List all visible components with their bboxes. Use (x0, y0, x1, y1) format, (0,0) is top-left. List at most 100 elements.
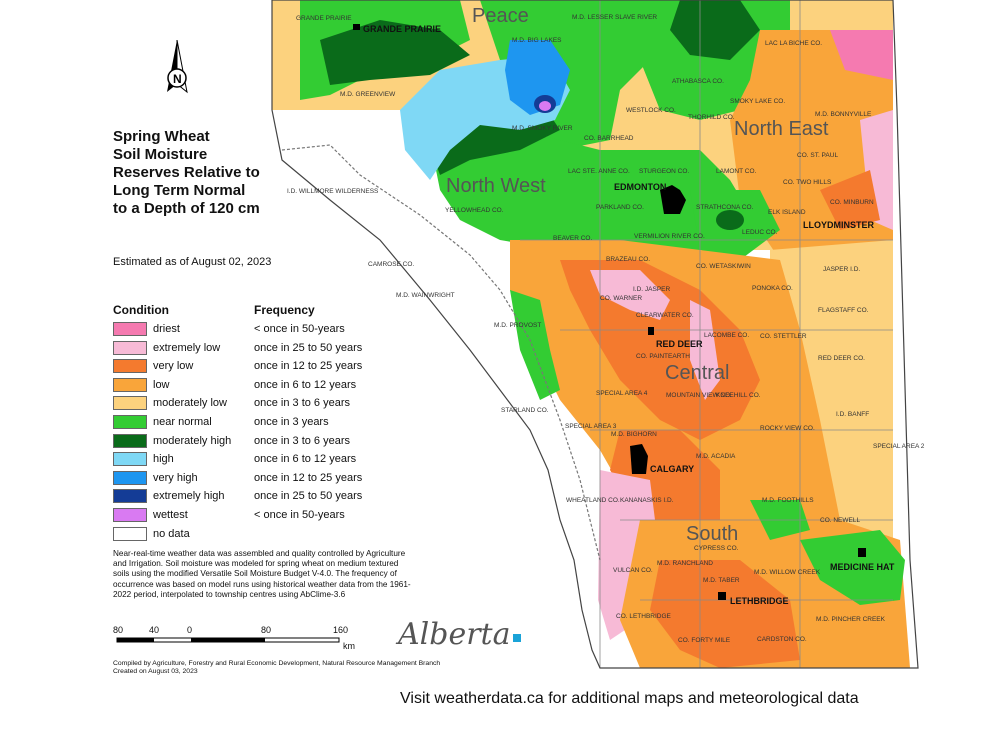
legend-swatch (113, 433, 147, 448)
place-label: LEDUC CO. (742, 229, 778, 236)
place-label: KNEEHILL CO. (716, 392, 761, 399)
place-label: ELK ISLAND (768, 209, 806, 216)
place-label: CLEARWATER CO. (636, 312, 694, 319)
methodology-note: Near-real-time weather data was assemble… (113, 549, 411, 599)
place-label: BEAVER CO. (553, 235, 592, 242)
city-label-calgary: CALGARY (650, 464, 694, 474)
place-label: SPECIAL AREA 3 (565, 423, 617, 430)
place-label: LACOMBE CO. (704, 332, 749, 339)
place-label: M.D. BONNYVILLE (815, 111, 872, 118)
place-label: RED DEER CO. (818, 355, 865, 362)
place-label: STURGEON CO. (639, 168, 689, 175)
estimated-date: Estimated as of August 02, 2023 (113, 256, 272, 268)
visit-link[interactable]: Visit weatherdata.ca for additional maps… (400, 690, 859, 707)
city-markers (353, 24, 866, 600)
legend-swatch (113, 452, 147, 467)
title-line: Soil Moisture (113, 146, 208, 163)
place-label: M.D. RANCHLAND (657, 560, 713, 567)
place-label: M.D. TABER (703, 577, 740, 584)
place-label: WESTLOCK CO. (626, 107, 676, 114)
legend-frequency: < once in 50-years (254, 323, 345, 335)
scale-bar: 80 40 0 80 160 km (113, 625, 355, 651)
place-label: CO. STETTLER (760, 333, 807, 340)
legend-condition-header: Condition (113, 303, 169, 317)
legend-frequency: < once in 50-years (254, 508, 345, 521)
legend-condition: low (153, 378, 170, 391)
alberta-logo: Alberta (398, 617, 521, 652)
legend-condition: very low (153, 360, 194, 373)
place-label: M.D. BIG LAKES (512, 37, 562, 44)
alberta-logo-text: Alberta (398, 617, 511, 652)
place-label: CO. LETHBRIDGE (616, 613, 672, 620)
place-label: CO. MINBURN (830, 199, 874, 206)
place-label: JASPER I.D. (823, 266, 860, 273)
legend-swatch (113, 489, 147, 504)
place-label: CO. WETASKIWIN (696, 263, 751, 270)
legend-condition: driest (153, 323, 180, 335)
place-label: M.D. FOOTHILLS (762, 497, 814, 504)
place-label: LAC LA BICHE CO. (765, 40, 822, 47)
place-label: SPECIAL AREA 2 (873, 443, 925, 450)
region-label-peace: Peace (472, 5, 529, 27)
place-label: M.D. LESSER SLAVE RIVER (572, 14, 657, 21)
place-label: ATHABASCA CO. (672, 78, 724, 85)
legend-condition: extremely low (153, 341, 221, 354)
place-label: I.D. JASPER (633, 286, 671, 293)
credit-line: Compiled by Agriculture, Forestry and Ru… (113, 660, 441, 667)
legend-frequency: once in 6 to 12 years (254, 378, 357, 391)
place-label: MOUNTAIN VIEW CO. (666, 392, 732, 399)
place-label: CO. WARNER (600, 295, 642, 302)
place-label: SMOKY LAKE CO. (730, 98, 785, 105)
city-label-red-deer: RED DEER (656, 339, 703, 349)
place-label: I.D. BANFF (836, 411, 869, 418)
place-label: ROCKY VIEW CO. (760, 425, 815, 432)
place-label: SPECIAL AREA 4 (596, 390, 648, 397)
scale-unit: km (343, 641, 355, 651)
legend-frequency: once in 25 to 50 years (254, 341, 363, 354)
city-label-grande-prairie: GRANDE PRAIRIE (363, 24, 441, 34)
legend-swatch (113, 322, 147, 336)
title-line: Long Term Normal (113, 182, 246, 199)
place-label: CO. NEWELL (820, 517, 860, 524)
scale-label: 80 (261, 625, 271, 635)
legend-swatch (113, 414, 147, 429)
city-label-edmonton: EDMONTON (614, 182, 666, 192)
legend-swatch (113, 526, 147, 541)
legend-swatch (113, 340, 147, 355)
place-label: PARKLAND CO. (596, 204, 644, 211)
place-label: CAMROSE CO. (368, 261, 414, 268)
region-label-north-west: North West (446, 175, 546, 197)
legend-frequency: once in 3 to 6 years (254, 397, 351, 410)
legend-condition: moderately high (153, 434, 232, 447)
legend-frequency: once in 12 to 25 years (254, 360, 363, 373)
scale-label: 40 (149, 625, 159, 635)
region-label-north-east: North East (734, 118, 829, 140)
place-label: PONOKA CO. (752, 285, 793, 292)
legend-frequency: once in 12 to 25 years (254, 471, 363, 484)
place-label: M.D. ACADIA (696, 453, 736, 460)
place-label: GRANDE PRAIRIE (296, 15, 352, 22)
place-label: M.D. WILLOW CREEK (754, 569, 821, 576)
credit-line: Created on August 03, 2023 (113, 668, 198, 675)
legend-condition: no data (153, 527, 190, 540)
city-label-medicine-hat: MEDICINE HAT (830, 562, 895, 572)
place-label: VERMILION RIVER CO. (634, 233, 705, 240)
credit: Compiled by Agriculture, Forestry and Ru… (113, 660, 440, 676)
place-label: STARLAND CO. (501, 407, 549, 414)
legend-condition: moderately low (153, 397, 227, 410)
place-label: KANANASKIS I.D. (620, 497, 674, 504)
legend-swatch (113, 359, 147, 374)
region-label-south: South (686, 523, 738, 545)
map-title: Spring Wheat Soil Moisture Reserves Rela… (113, 128, 260, 218)
title-line: Spring Wheat (113, 128, 210, 145)
place-label: BRAZEAU CO. (606, 256, 650, 263)
place-label: M.D. PINCHER CREEK (816, 616, 886, 623)
title-line: Reserves Relative to (113, 164, 260, 181)
legend-condition: high (153, 453, 174, 466)
legend-swatch (113, 396, 147, 411)
place-label: CO. TWO HILLS (783, 179, 832, 186)
place-label: WHEATLAND CO. (566, 497, 620, 504)
legend-condition: extremely high (153, 490, 225, 503)
alberta-logo-mark-icon (512, 634, 521, 642)
legend-frequency: once in 6 to 12 years (254, 453, 357, 466)
